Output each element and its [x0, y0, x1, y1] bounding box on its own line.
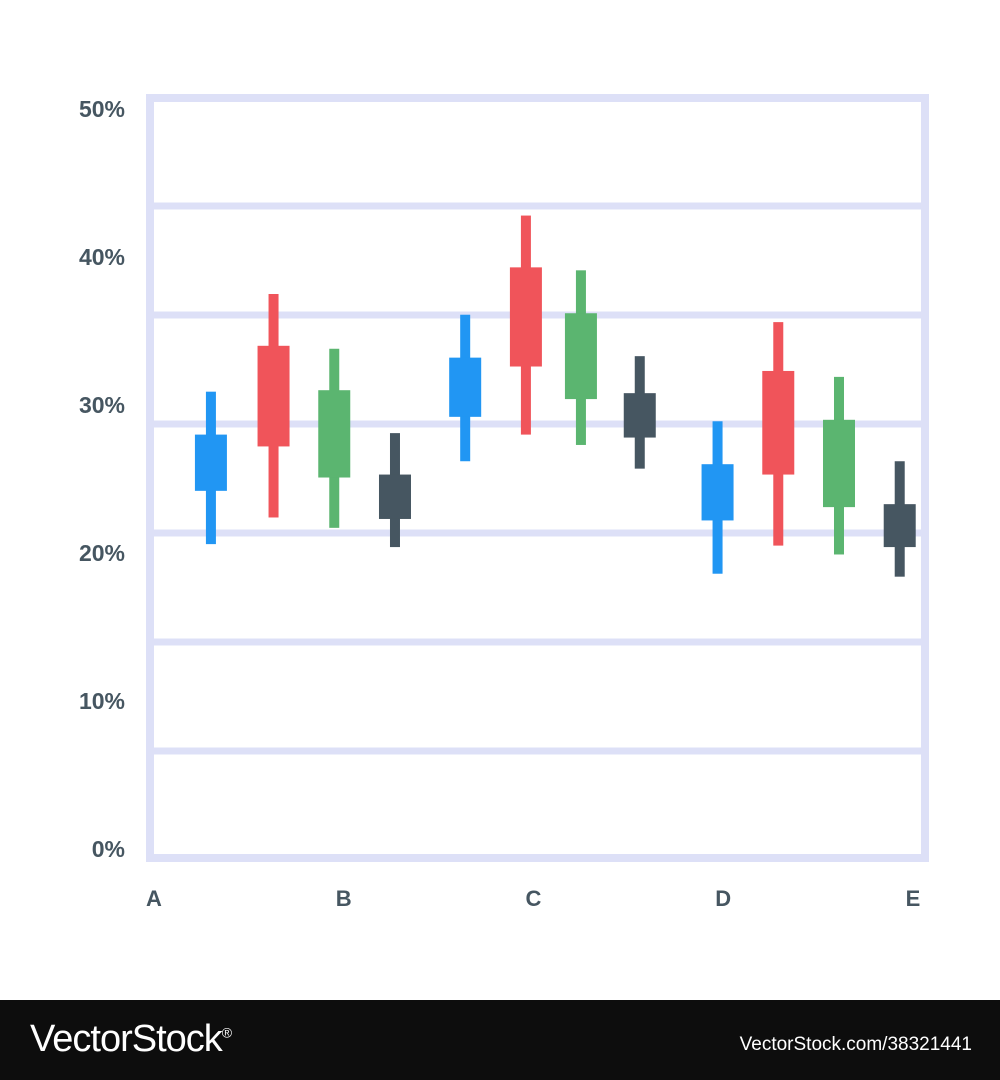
x-tick-label: E: [906, 886, 921, 911]
candle-body: [701, 464, 734, 521]
candle-body: [509, 267, 542, 367]
y-tick-label: 0%: [92, 836, 125, 862]
candle-body: [883, 504, 916, 548]
x-axis: A B C D E: [146, 886, 920, 911]
y-tick-label: 50%: [79, 96, 125, 122]
candlestick: [883, 461, 916, 577]
y-tick-label: 40%: [79, 244, 125, 270]
candlestick: [623, 356, 656, 469]
candles: [194, 215, 916, 577]
plot-frame: [146, 94, 929, 862]
x-tick-label: A: [146, 886, 162, 911]
y-tick-label: 30%: [79, 392, 125, 418]
candle-body: [623, 393, 656, 438]
candlestick: [449, 314, 482, 462]
candle-body: [318, 390, 351, 478]
candlestick: [194, 391, 227, 545]
candlestick: [257, 294, 290, 518]
image-id-text: VectorStock.com/38321441: [739, 1034, 972, 1055]
candle-body: [762, 370, 795, 475]
x-tick-label: C: [526, 886, 542, 911]
candle-body: [194, 434, 227, 491]
candlestick: [822, 376, 855, 555]
candlestick: [564, 270, 597, 445]
grid: [146, 94, 929, 862]
candlestick: [509, 215, 542, 435]
vectorstock-logo: VectorStock®: [30, 1018, 232, 1060]
candlestick: [378, 433, 411, 548]
candlestick: [701, 421, 734, 574]
candle-body: [449, 357, 482, 417]
y-axis: 50% 40% 30% 20% 10% 0%: [79, 96, 125, 862]
candle-body: [257, 345, 290, 447]
y-tick-label: 20%: [79, 540, 125, 566]
candlestick: [318, 348, 351, 528]
x-tick-label: B: [336, 886, 352, 911]
candle-body: [822, 419, 855, 508]
x-tick-label: D: [715, 886, 731, 911]
candle-body: [378, 474, 411, 519]
y-tick-label: 10%: [79, 688, 125, 714]
candlestick: [762, 322, 795, 546]
watermark-footer: VectorStock® VectorStock.com/38321441: [0, 1000, 1000, 1080]
candle-body: [564, 313, 597, 400]
candlestick-chart: 50% 40% 30% 20% 10% 0% A B C D E: [79, 94, 929, 911]
